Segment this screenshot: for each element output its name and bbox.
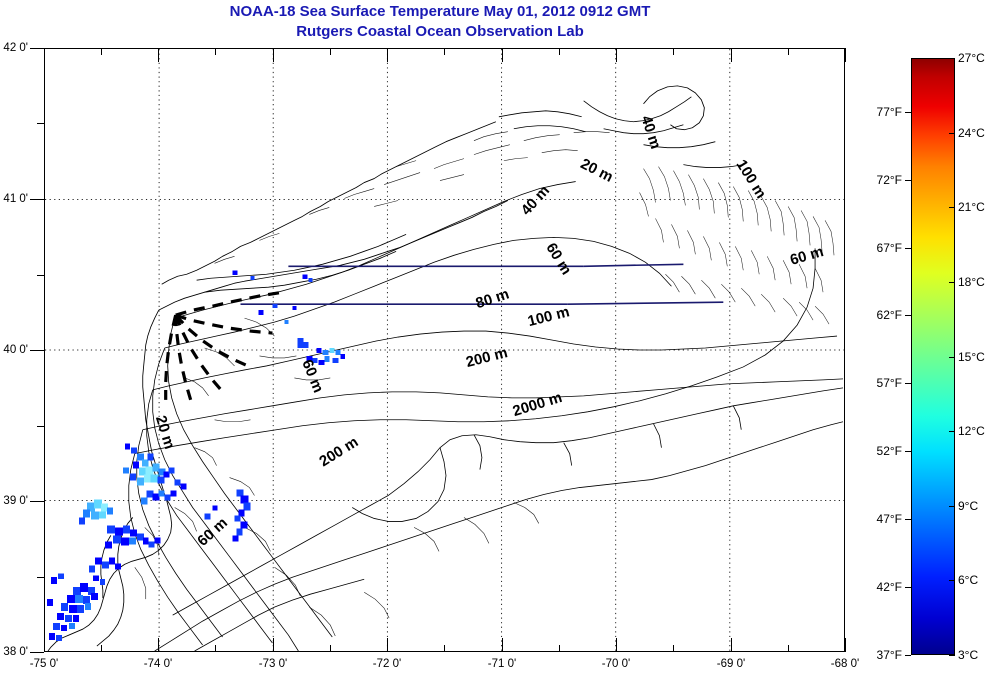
y-axis-label-1: 39 0': [3, 495, 28, 507]
colorbar-fahrenheit-label-1: 42°F: [876, 580, 902, 594]
figure-title-block: NOAA-18 Sea Surface Temperature May 01, …: [0, 2, 880, 42]
sst-data-pixels: [46, 270, 346, 642]
contour-label-40m-b: 40 m: [518, 182, 553, 219]
temperature-colorbar: [911, 58, 955, 655]
contour-label-100m-a: 100 m: [733, 157, 770, 202]
shelf-detail-lines: [134, 317, 540, 637]
contour-label-60m-a: 60 m: [542, 240, 574, 278]
map-plot-area: 40 m 20 m 40 m 100 m 60 m 60 m 80 m 100 …: [44, 48, 845, 652]
colorbar-celsius-label-0: 3°C: [958, 648, 979, 662]
contour-label-100m-b: 100 m: [526, 303, 571, 330]
colorbar-celsius-label-4: 15°C: [958, 350, 985, 364]
colorbar-fahrenheit-label-5: 62°F: [876, 308, 902, 322]
x-axis-label-1: -74 0': [143, 658, 173, 670]
colorbar-fahrenheit-label-0: 37°F: [876, 648, 902, 662]
colorbar-fahrenheit-label-4: 57°F: [876, 376, 902, 390]
colorbar-celsius-label-5: 18°C: [958, 275, 985, 289]
contour-label-200m-a: 200 m: [464, 344, 509, 371]
y-axis-label-3: 41 0': [3, 193, 28, 205]
contour-label-60m-d: 60 m: [194, 514, 231, 549]
colorbar-fahrenheit-label-3: 52°F: [876, 444, 902, 458]
page-title: NOAA-18 Sea Surface Temperature May 01, …: [229, 3, 651, 20]
contour-label-200m-b: 200 m: [316, 433, 361, 470]
coastal-detail-lines: [214, 131, 610, 264]
coastline: [47, 85, 744, 651]
contour-label-80m-a: 80 m: [474, 286, 512, 313]
figure-subtitle: Rutgers Coastal Ocean Observation Lab: [296, 23, 584, 40]
x-axis-label-6: -69 0': [716, 658, 746, 670]
colorbar-celsius-label-8: 27°C: [958, 51, 985, 65]
x-axis-label-0: -75 0': [29, 658, 59, 670]
contour-label-2000m-a: 2000 m: [511, 389, 564, 420]
colorbar-celsius-label-7: 24°C: [958, 126, 985, 140]
contour-label-60m-b: 60 m: [788, 243, 825, 269]
y-axis-label-4: 42 0': [3, 42, 28, 54]
colorbar-celsius-label-2: 9°C: [958, 499, 979, 513]
colorbar-fahrenheit-label-7: 72°F: [876, 173, 902, 187]
contour-label-40m-a: 40 m: [637, 114, 664, 152]
colorbar-celsius-label-6: 21°C: [958, 200, 985, 214]
y-axis-label-2: 40 0': [3, 344, 28, 356]
colorbar-fahrenheit-label-2: 47°F: [876, 512, 902, 526]
colorbar-fahrenheit-label-8: 77°F: [876, 105, 902, 119]
shipping-lanes-overlay: [164, 290, 283, 401]
y-axis-label-0: 38 0': [3, 646, 28, 658]
x-axis-label-7: -68 0': [830, 658, 860, 670]
graticule-gridlines: [45, 49, 844, 651]
georges-bank-texture: [639, 166, 835, 325]
x-axis-label-4: -71 0': [487, 658, 517, 670]
x-axis-label-2: -73 0': [258, 658, 288, 670]
bathymetry-contour-lines: [128, 181, 844, 651]
glider-transect-lines: [240, 263, 724, 305]
contour-label-20m-a: 20 m: [578, 155, 616, 186]
x-axis-label-5: -70 0': [601, 658, 631, 670]
map-canvas: 40 m 20 m 40 m 100 m 60 m 60 m 80 m 100 …: [45, 49, 844, 651]
colorbar-celsius-label-3: 12°C: [958, 424, 985, 438]
colorbar-celsius-label-1: 6°C: [958, 573, 979, 587]
colorbar-fahrenheit-label-6: 67°F: [876, 241, 902, 255]
x-axis-label-3: -72 0': [372, 658, 402, 670]
